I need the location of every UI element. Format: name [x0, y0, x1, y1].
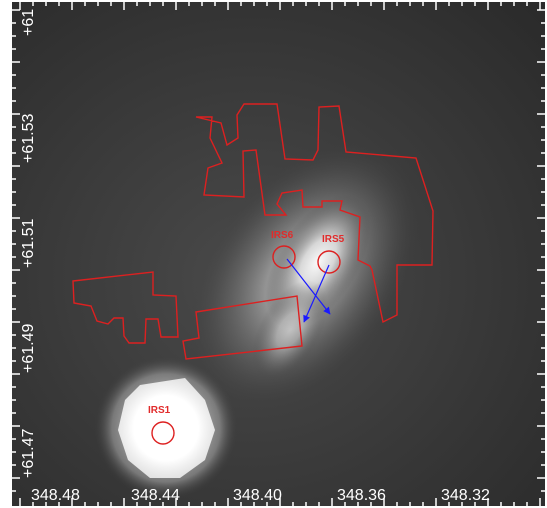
region-overlays: [72, 103, 434, 360]
irs1-circle[interactable]: [151, 421, 175, 445]
y-tick-label: +61.49: [20, 324, 37, 373]
x-tick-label: 348.40: [233, 487, 282, 504]
irs6-circle[interactable]: [272, 245, 296, 269]
region-outline-box: [182, 295, 303, 360]
irs6-label: IRS6: [271, 230, 294, 241]
y-axis-labels: +61.47 +61.49 +61.51 +61.53 +61: [20, 9, 37, 478]
irs1-star-blob: [94, 356, 238, 500]
direction-arrows: [286, 258, 331, 323]
irs1-label: IRS1: [148, 405, 171, 416]
x-tick-label: 348.48: [31, 487, 80, 504]
y-tick-label: +61.47: [20, 429, 37, 478]
region-outline-west: [72, 271, 179, 344]
y-tick-label: +61: [20, 9, 37, 36]
nebula-tail: [252, 280, 328, 380]
axis-ticks: [12, 2, 545, 506]
irs5-circle[interactable]: [317, 250, 341, 274]
x-axis-labels: 348.48 348.44 348.40 348.36 348.32: [31, 487, 490, 504]
x-tick-label: 348.44: [131, 487, 180, 504]
irs5-label: IRS5: [322, 234, 345, 245]
y-tick-label: +61.53: [20, 114, 37, 163]
x-tick-label: 348.32: [441, 487, 490, 504]
x-tick-label: 348.36: [337, 487, 386, 504]
y-tick-label: +61.51: [20, 219, 37, 268]
source-markers: IRS6 IRS5 IRS1: [148, 230, 345, 445]
arrow-irs6-to-southeast: [286, 258, 331, 315]
arrow-irs5-to-southwest: [303, 264, 330, 323]
region-outline-north: [195, 103, 434, 324]
